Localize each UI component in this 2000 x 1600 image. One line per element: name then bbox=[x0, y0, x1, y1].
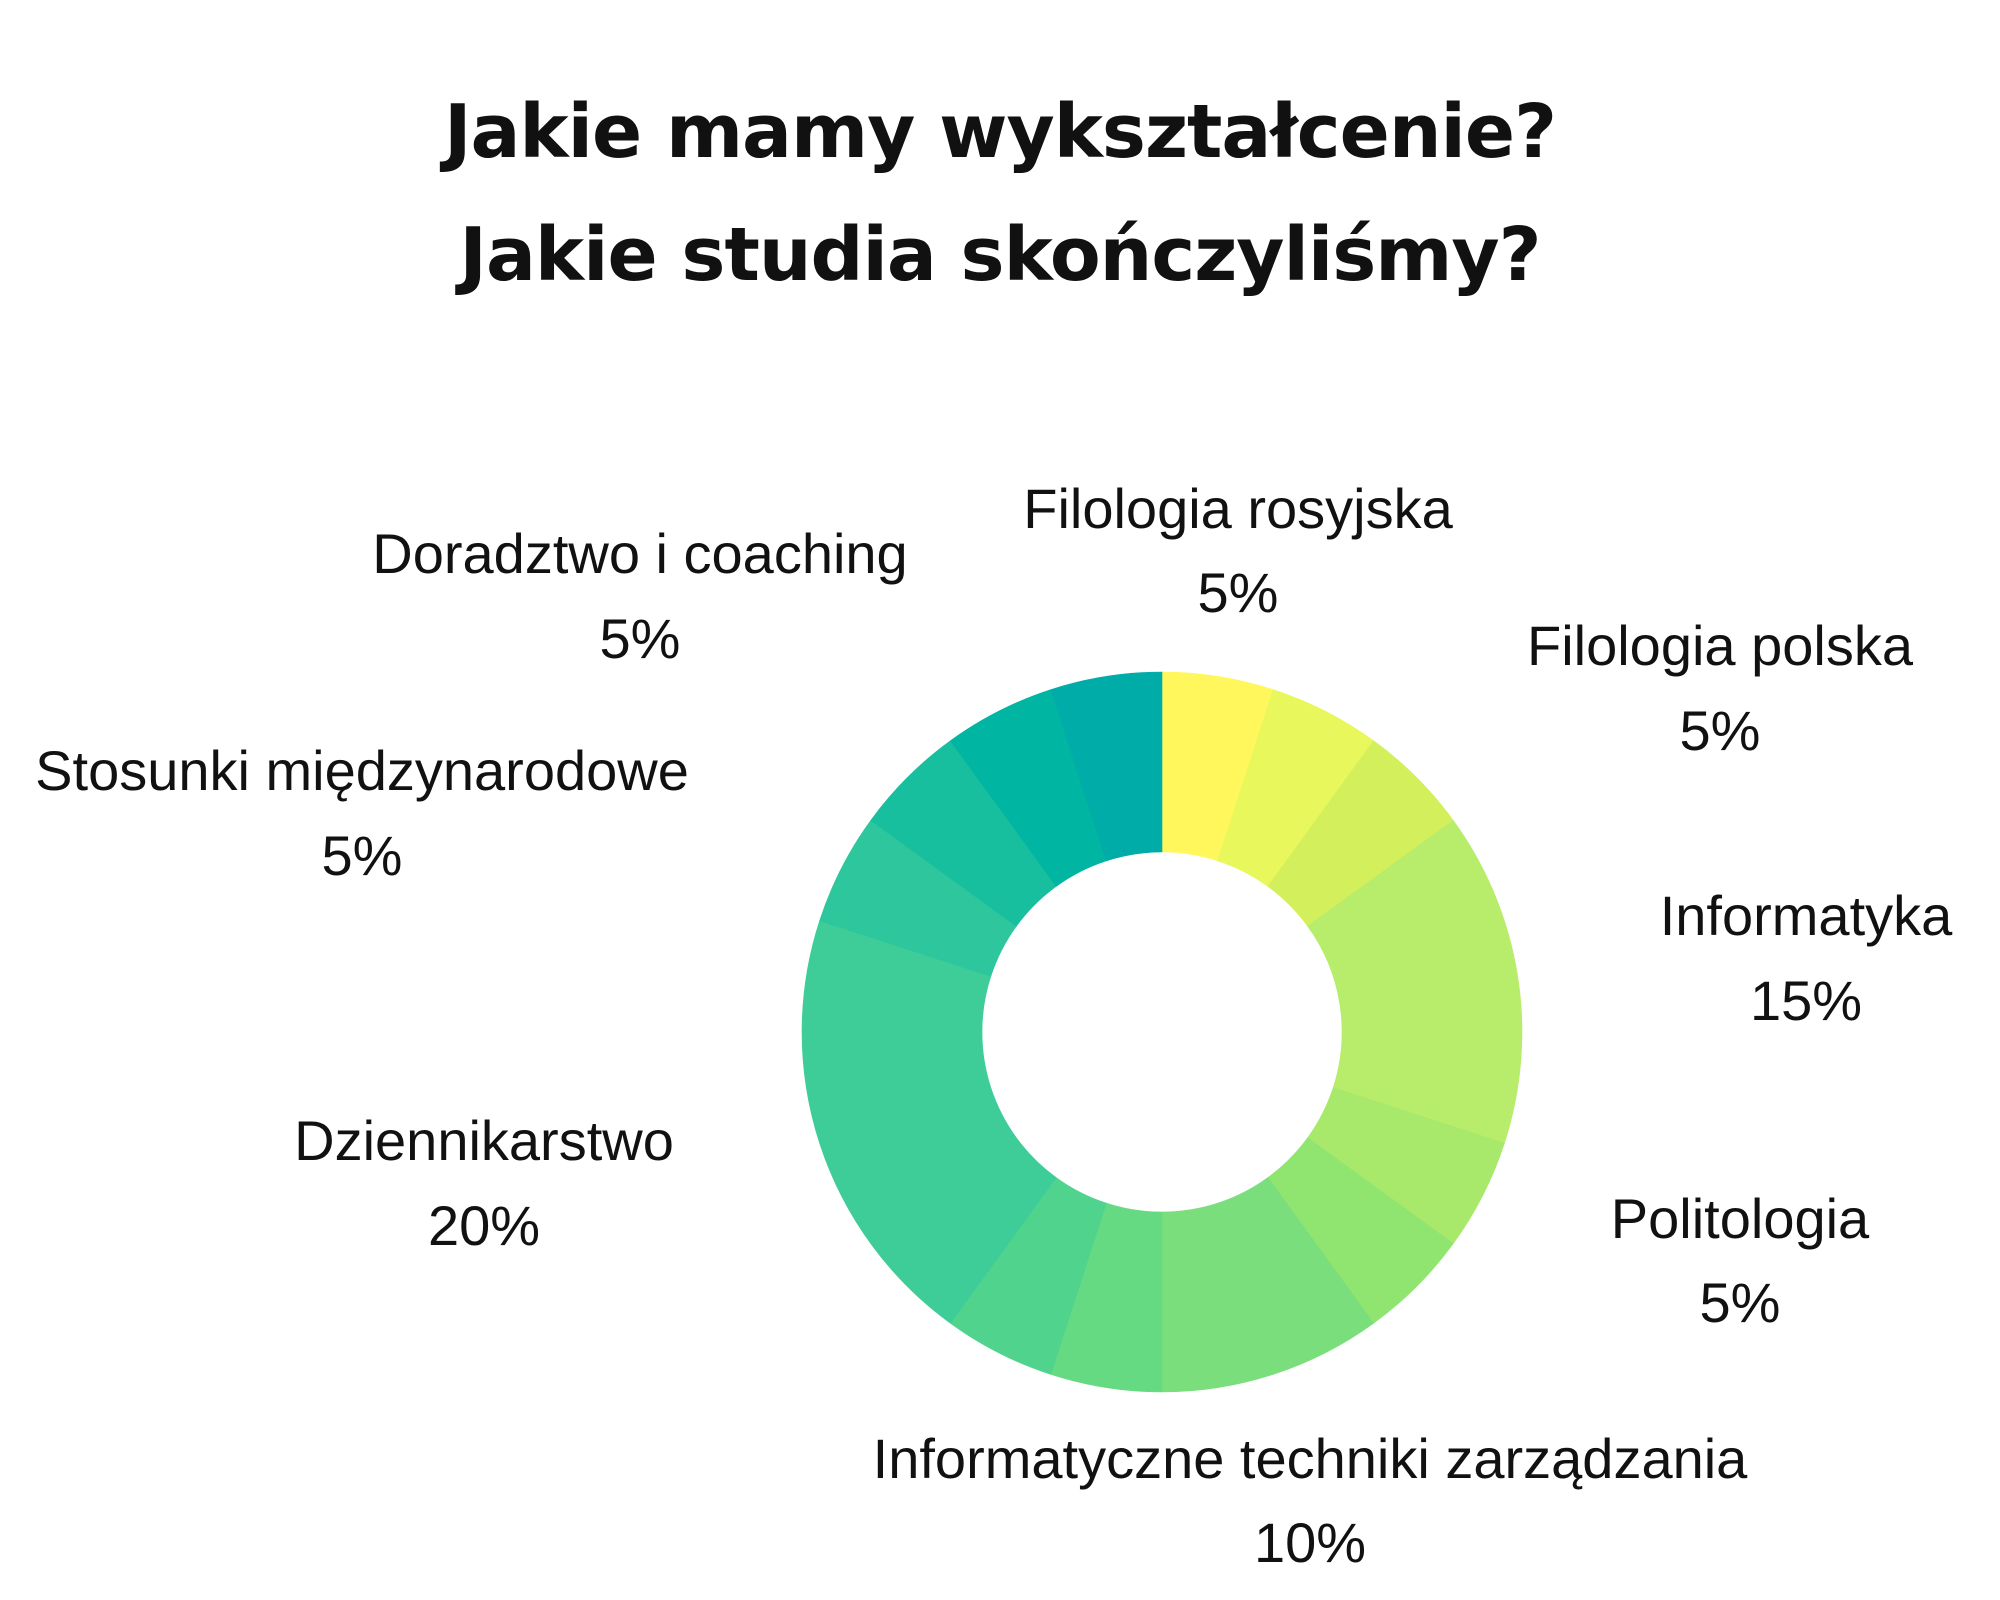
slice-label-informatyczne-techniki-zarzadzania: Informatyczne techniki zarządzania bbox=[873, 1427, 1749, 1490]
slice-label-filologia-rosyjska: Filologia rosyjska bbox=[1023, 477, 1453, 540]
slice-label-doradztwo-i-coaching: Doradztwo i coaching bbox=[372, 522, 907, 585]
slice-value-informatyczne-techniki-zarzadzania: 10% bbox=[1254, 1511, 1366, 1574]
chart-title-line-2: Jakie studia skończyliśmy? bbox=[459, 212, 1541, 298]
slice-label-stosunki-miedzynarodowe: Stosunki międzynarodowe bbox=[35, 739, 689, 802]
slice-label-informatyka: Informatyka bbox=[1660, 884, 1953, 947]
slice-value-politologia: 5% bbox=[1700, 1271, 1781, 1334]
chart-title-line-1: Jakie mamy wykształcenie? bbox=[443, 89, 1557, 175]
slice-value-informatyka: 15% bbox=[1750, 969, 1862, 1032]
slice-label-dziennikarstwo: Dziennikarstwo bbox=[294, 1109, 674, 1172]
slice-value-filologia-rosyjska: 5% bbox=[1198, 561, 1279, 624]
donut-slice-doradztwo-i-coaching bbox=[1050, 671, 1163, 862]
donut-slices bbox=[801, 671, 1523, 1393]
donut-slice-dziennikarstwo bbox=[801, 920, 1057, 1324]
slice-label-politologia: Politologia bbox=[1611, 1187, 1870, 1250]
slice-value-stosunki-miedzynarodowe: 5% bbox=[322, 824, 403, 887]
slice-value-doradztwo-i-coaching: 5% bbox=[600, 607, 681, 670]
slice-value-dziennikarstwo: 20% bbox=[428, 1194, 540, 1257]
donut-slice-informatyka bbox=[1307, 819, 1523, 1144]
slice-label-filologia-polska: Filologia polska bbox=[1527, 614, 1914, 677]
slice-labels: Filologia rosyjska 5% Filologia polska 5% In… bbox=[35, 477, 1953, 1574]
slice-value-filologia-polska: 5% bbox=[1680, 699, 1761, 762]
